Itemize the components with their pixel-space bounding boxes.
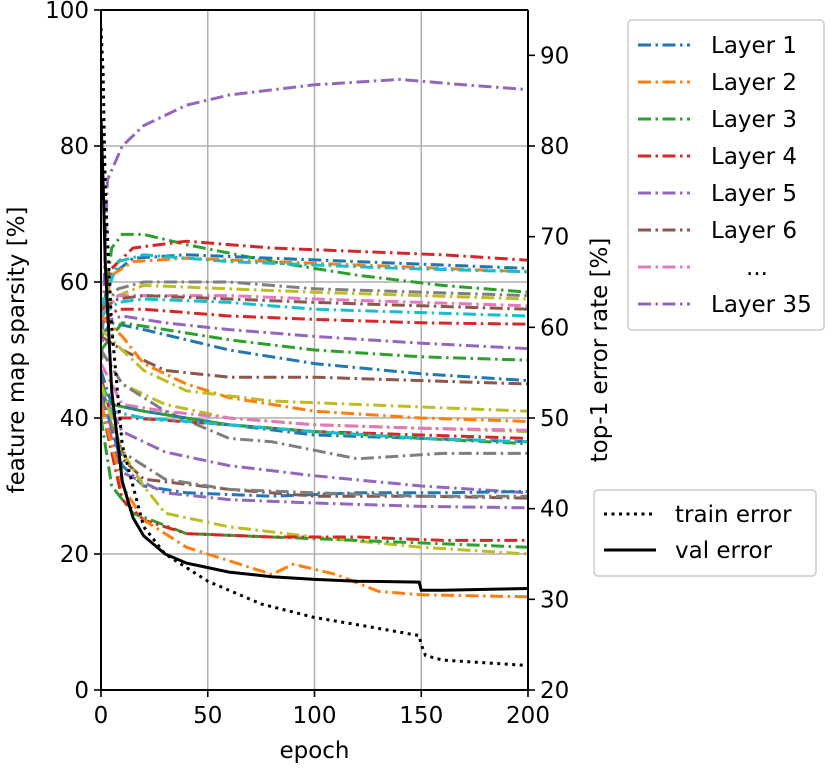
sparsity-series-line <box>101 297 528 318</box>
y-left-tick-label: 80 <box>60 134 89 160</box>
y-right-tick-label: 60 <box>540 315 569 341</box>
y-left-tick-label: 60 <box>60 270 89 296</box>
layer-legend-label: Layer 3 <box>711 107 797 133</box>
axes: 0 50 100 150 200 0 20 40 60 80 100 20 30 40 50 60 70 80 90… <box>4 0 613 764</box>
x-tick-label: 50 <box>193 703 222 729</box>
y-right-tick-label: 80 <box>540 134 569 160</box>
x-axis-label: epoch <box>279 738 349 764</box>
y-left-tick-label: 20 <box>60 542 89 568</box>
sparsity-series-line <box>101 362 528 432</box>
y-left-tick-label: 40 <box>60 406 89 432</box>
sparsity-series-line <box>101 390 528 498</box>
sparsity-series-line <box>101 232 528 330</box>
x-tick-label: 150 <box>399 703 443 729</box>
error-legend-label: train error <box>675 502 792 528</box>
layer-legend-label: Layer 1 <box>711 33 797 59</box>
y-right-axis-label: top-1 error rate [%] <box>587 238 613 463</box>
legends: Layer 1 Layer 2 Layer 3 Layer 4 Layer 5 Layer… <box>593 19 825 577</box>
sparsity-series-line <box>101 280 528 311</box>
sparsity-series-line <box>101 403 528 510</box>
sparsity-series-line <box>101 404 528 542</box>
sparsity-series-line <box>101 383 528 444</box>
y-right-tick-label: 50 <box>540 406 569 432</box>
layer-legend-label: ... <box>746 255 768 281</box>
layer-legend-label: Layer 6 <box>711 218 797 244</box>
y-right-tick-label: 90 <box>540 43 569 69</box>
x-tick-label: 0 <box>94 703 109 729</box>
sparsity-series-line <box>101 328 528 413</box>
sparsity-series-line <box>101 404 528 599</box>
sparsity-series-line <box>101 307 528 326</box>
sparsity-series-line <box>101 253 528 317</box>
sparsity-series-line <box>101 321 528 362</box>
y-left-axis-label: feature map sparsity [%] <box>4 206 30 493</box>
layer-legend-label: Layer 2 <box>711 70 797 96</box>
sparsity-series-line <box>101 239 528 317</box>
sparsity-series-line <box>101 397 528 498</box>
sparsity-series-line <box>101 77 528 385</box>
layer-legend-label: Layer 4 <box>711 144 797 170</box>
y-right-tick-label: 20 <box>540 678 569 704</box>
y-left-tick-label: 100 <box>45 0 89 24</box>
val-error-line <box>101 118 528 592</box>
error-legend-box <box>593 489 817 577</box>
y-left-tick-label: 0 <box>74 678 89 704</box>
train-error-line <box>101 28 528 667</box>
sparsity-series-line <box>101 349 528 461</box>
x-tick-label: 200 <box>506 703 550 729</box>
sparsity-series-line <box>101 294 528 317</box>
sparsity-series-line <box>101 294 528 311</box>
layer-legend-box <box>627 19 825 331</box>
x-tick-label: 100 <box>293 703 337 729</box>
y-right-tick-label: 30 <box>540 587 569 613</box>
sparsity-series-line <box>101 314 528 351</box>
y-right-tick-label: 70 <box>540 225 569 251</box>
y-right-tick-label: 40 <box>540 497 569 523</box>
error-legend-label: val error <box>675 538 773 564</box>
sparsity-series-line <box>101 383 528 556</box>
sparsity-series-line <box>101 390 528 495</box>
sparsity-series-line <box>101 253 528 310</box>
sparsity-series-line <box>101 314 528 423</box>
layer-legend-label: Layer 5 <box>711 181 797 207</box>
layer-legend-label: Layer 35 <box>711 292 812 318</box>
plot-series <box>101 28 528 667</box>
